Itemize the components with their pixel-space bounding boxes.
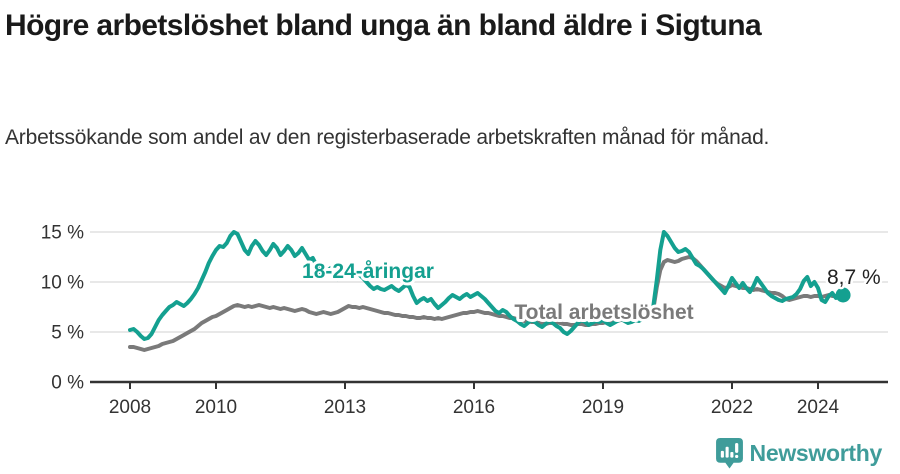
line-layer xyxy=(128,230,851,352)
end-value-annotation: 8,7 % xyxy=(827,266,881,289)
y-tick-label: 15 % xyxy=(41,223,84,244)
series-line-young xyxy=(128,230,846,341)
x-tick-label: 2024 xyxy=(797,397,840,418)
grid-layer: 0 % 5 % 10 % 15 % 2008 2010 2013 2016 2019 2022 20… xyxy=(41,223,888,418)
newsworthy-brand-text: Newsworthy xyxy=(749,440,883,466)
x-tick-label: 2016 xyxy=(453,397,495,418)
series-line-total xyxy=(128,255,846,352)
newsworthy-speech-bubble-chart-icon xyxy=(715,438,743,469)
x-tick-label: 2022 xyxy=(711,397,753,418)
y-tick-label: 0 % xyxy=(51,373,84,394)
page-title: Högre arbetslöshet bland unga än bland ä… xyxy=(5,9,762,42)
series-label-total: Total arbetslöshet xyxy=(514,301,693,324)
x-tick-label: 2010 xyxy=(195,397,237,418)
series-label-young: 18-24-åringar xyxy=(302,260,434,283)
x-tick-label: 2008 xyxy=(109,397,151,418)
x-tick-label: 2013 xyxy=(324,397,366,418)
y-tick-label: 5 % xyxy=(51,323,84,344)
newsworthy-logo: Newsworthy xyxy=(715,438,883,469)
x-tick-label: 2019 xyxy=(582,397,624,418)
y-tick-label: 10 % xyxy=(41,273,84,294)
chart-subtitle: Arbetssökande som andel av den registerb… xyxy=(5,126,770,149)
end-dot xyxy=(835,287,851,303)
